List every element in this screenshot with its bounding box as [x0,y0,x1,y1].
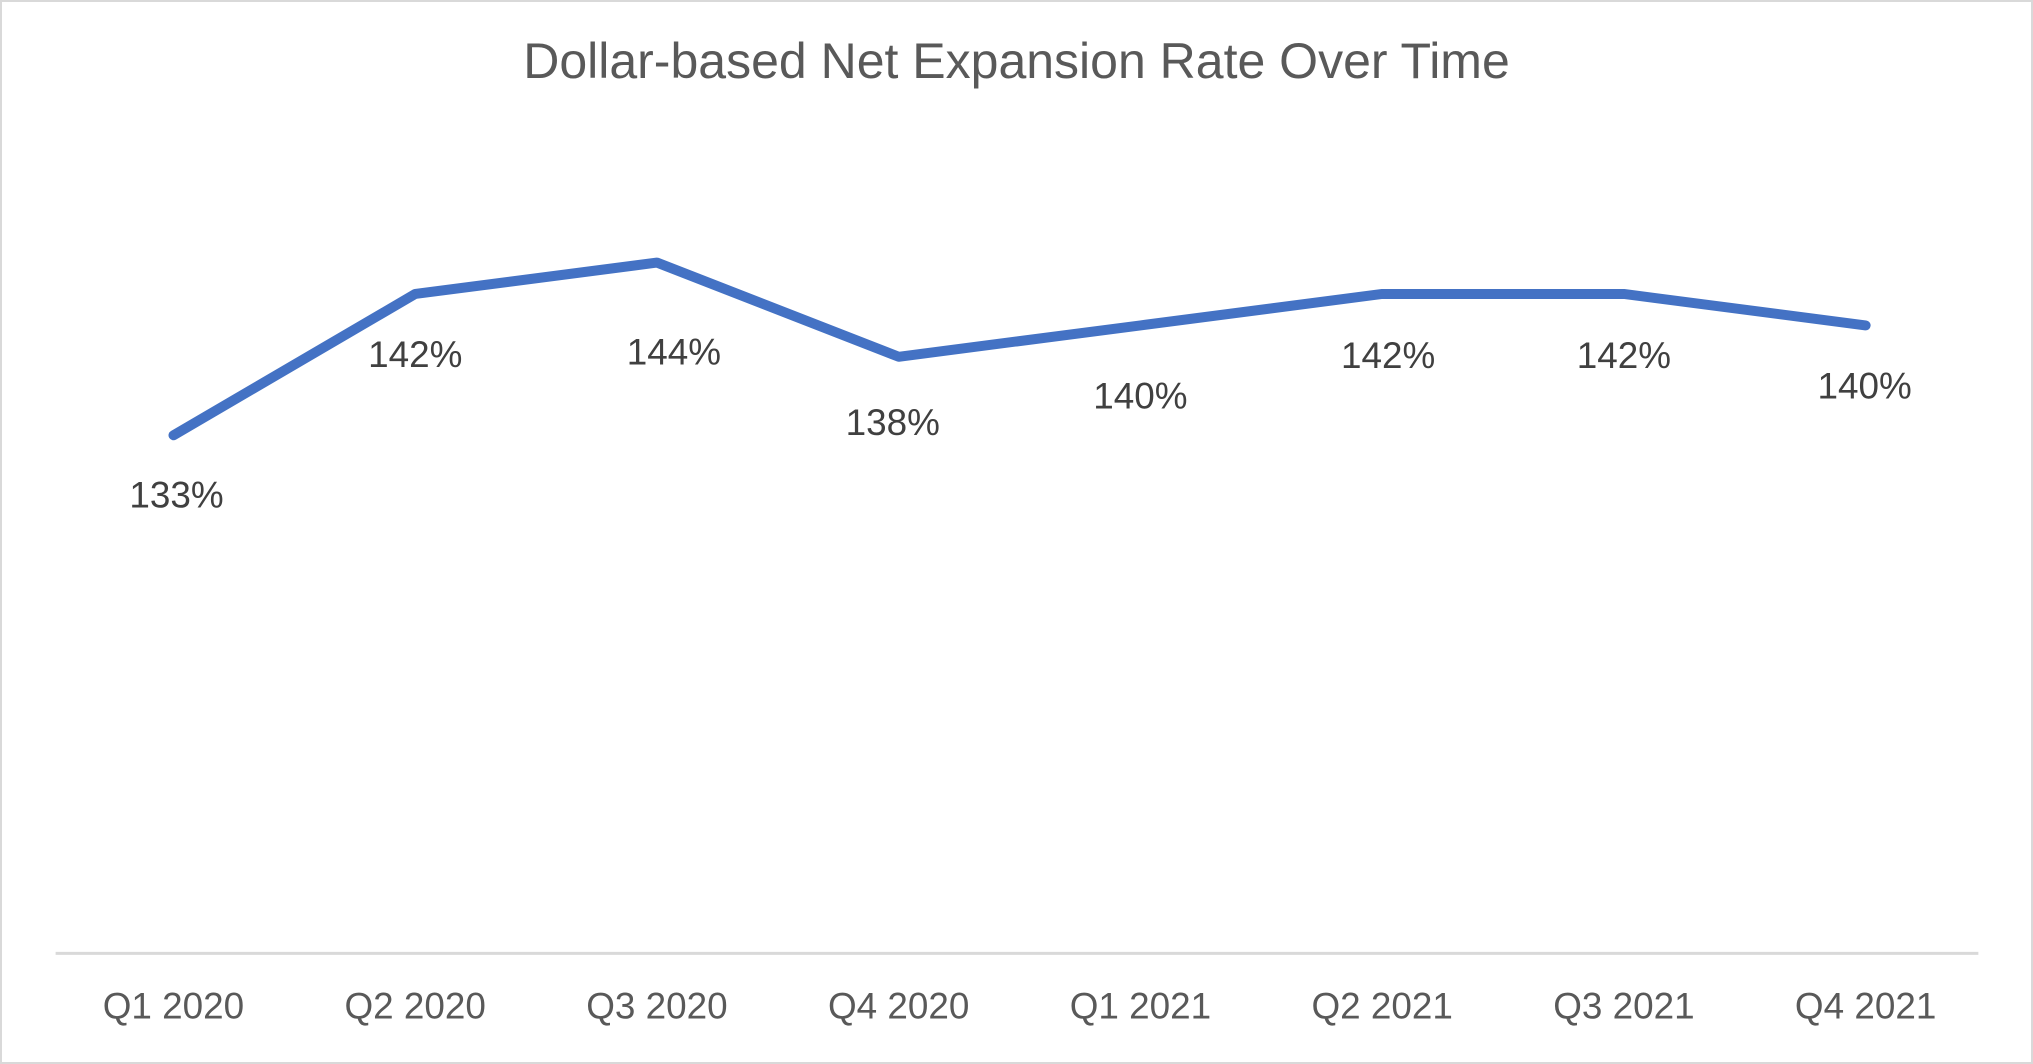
x-axis-tick-label: Q3 2021 [1553,986,1694,1027]
data-point-label: 142% [1341,335,1435,376]
x-axis-tick-label: Q2 2020 [345,986,486,1027]
x-axis-tick-label: Q4 2020 [828,986,969,1027]
data-point-label: 138% [846,402,940,443]
x-axis-tick-label: Q4 2021 [1795,986,1936,1027]
data-point-label: 144% [627,332,721,373]
data-point-label: 140% [1093,376,1187,417]
data-point-label: 140% [1818,366,1912,407]
x-axis-tick-label: Q1 2020 [103,986,244,1027]
data-point-label: 133% [129,475,223,516]
series-line [168,257,1871,441]
x-axis-tick-label: Q1 2021 [1070,986,1211,1027]
x-axis-tick-label: Q2 2021 [1311,986,1452,1027]
data-point-label: 142% [1577,335,1671,376]
data-point-label: 142% [368,334,462,375]
x-axis-tick-label: Q3 2020 [586,986,727,1027]
